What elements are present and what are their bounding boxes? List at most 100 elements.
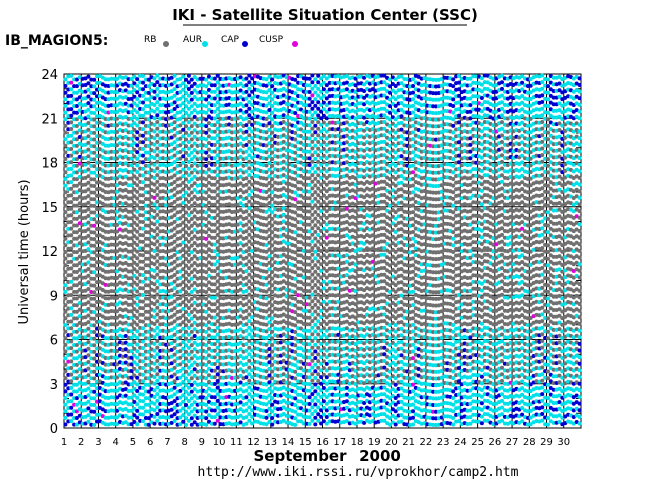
data-point: [95, 240, 99, 245]
data-point: [72, 309, 77, 314]
data-point: [95, 207, 99, 212]
data-point: [74, 376, 79, 381]
data-point: [215, 405, 220, 410]
data-point: [63, 210, 68, 215]
data-point: [89, 402, 94, 407]
data-point: [115, 335, 120, 340]
data-point: [307, 103, 312, 108]
data-point: [66, 280, 71, 284]
data-point: [69, 127, 74, 131]
data-point: [270, 190, 275, 195]
data-point: [95, 246, 99, 251]
data-point: [293, 190, 298, 195]
data-point: [66, 74, 71, 79]
data-point: [215, 146, 220, 151]
data-point: [115, 315, 120, 320]
data-point: [247, 352, 252, 357]
data-point: [181, 273, 186, 278]
data-point: [181, 134, 186, 139]
data-point: [215, 412, 220, 417]
data-point: [293, 184, 298, 188]
data-point: [69, 332, 74, 337]
data-point: [310, 106, 315, 111]
data-point: [74, 170, 79, 175]
data-point: [270, 124, 275, 128]
data-point: [83, 414, 88, 419]
data-point: [95, 227, 99, 231]
data-point: [69, 246, 74, 251]
data-point: [172, 80, 177, 85]
data-point: [270, 356, 275, 361]
data-point: [307, 335, 312, 340]
data-point: [310, 325, 315, 330]
data-point: [307, 209, 312, 214]
data-point: [307, 249, 312, 254]
data-point: [152, 156, 157, 161]
data-point: [244, 375, 249, 380]
data-point: [152, 83, 157, 88]
data-point: [115, 143, 120, 148]
data-point: [212, 156, 217, 161]
data-point: [155, 279, 160, 284]
data-point: [115, 242, 120, 247]
data-point: [115, 130, 120, 134]
data-point: [86, 413, 91, 418]
data-point: [152, 235, 157, 240]
data-point: [215, 292, 220, 297]
data-point: [74, 150, 79, 155]
data-point: [181, 360, 186, 364]
data-point: [83, 388, 88, 393]
data-point: [313, 309, 318, 314]
data-point: [307, 362, 312, 367]
data-point: [244, 149, 249, 154]
data-point: [89, 409, 94, 414]
data-point: [186, 412, 191, 417]
data-point: [313, 236, 318, 241]
data-point: [244, 176, 249, 181]
data-point: [115, 382, 120, 387]
data-point: [141, 379, 145, 384]
data-point: [181, 114, 186, 119]
data-point: [135, 369, 140, 374]
data-point: [112, 123, 117, 128]
data-point: [72, 223, 77, 228]
data-point: [270, 170, 275, 175]
data-point: [66, 372, 71, 377]
data-point: [63, 415, 68, 420]
data-point: [244, 189, 249, 194]
data-point: [92, 356, 97, 361]
data-point: [83, 109, 88, 114]
data-point: [69, 339, 74, 344]
data-point: [141, 180, 145, 185]
data-point: [135, 103, 140, 108]
data-point: [63, 356, 68, 361]
data-point: [83, 321, 88, 326]
data-point: [141, 346, 145, 351]
data-point: [152, 414, 157, 419]
data-point: [74, 210, 79, 215]
data-point: [115, 216, 120, 221]
data-point: [69, 299, 74, 304]
data-point: [215, 106, 220, 111]
data-point: [152, 222, 157, 227]
data-point: [72, 190, 77, 195]
data-point: [103, 309, 108, 314]
data-point: [95, 419, 99, 424]
data-point: [181, 333, 186, 338]
data-point: [141, 366, 145, 370]
data-point: [244, 96, 249, 101]
data-point: [86, 386, 91, 391]
data-point: [74, 117, 79, 122]
data-point: [293, 150, 298, 155]
data-point: [115, 388, 120, 393]
data-point: [83, 421, 88, 426]
data-point: [89, 210, 94, 215]
data-point: [172, 319, 177, 324]
data-point: [215, 93, 220, 98]
data-point: [270, 236, 275, 241]
data-point: [172, 365, 177, 370]
data-point: [204, 283, 209, 288]
data-point: [172, 173, 177, 178]
data-point: [313, 137, 318, 141]
data-point: [109, 315, 114, 320]
